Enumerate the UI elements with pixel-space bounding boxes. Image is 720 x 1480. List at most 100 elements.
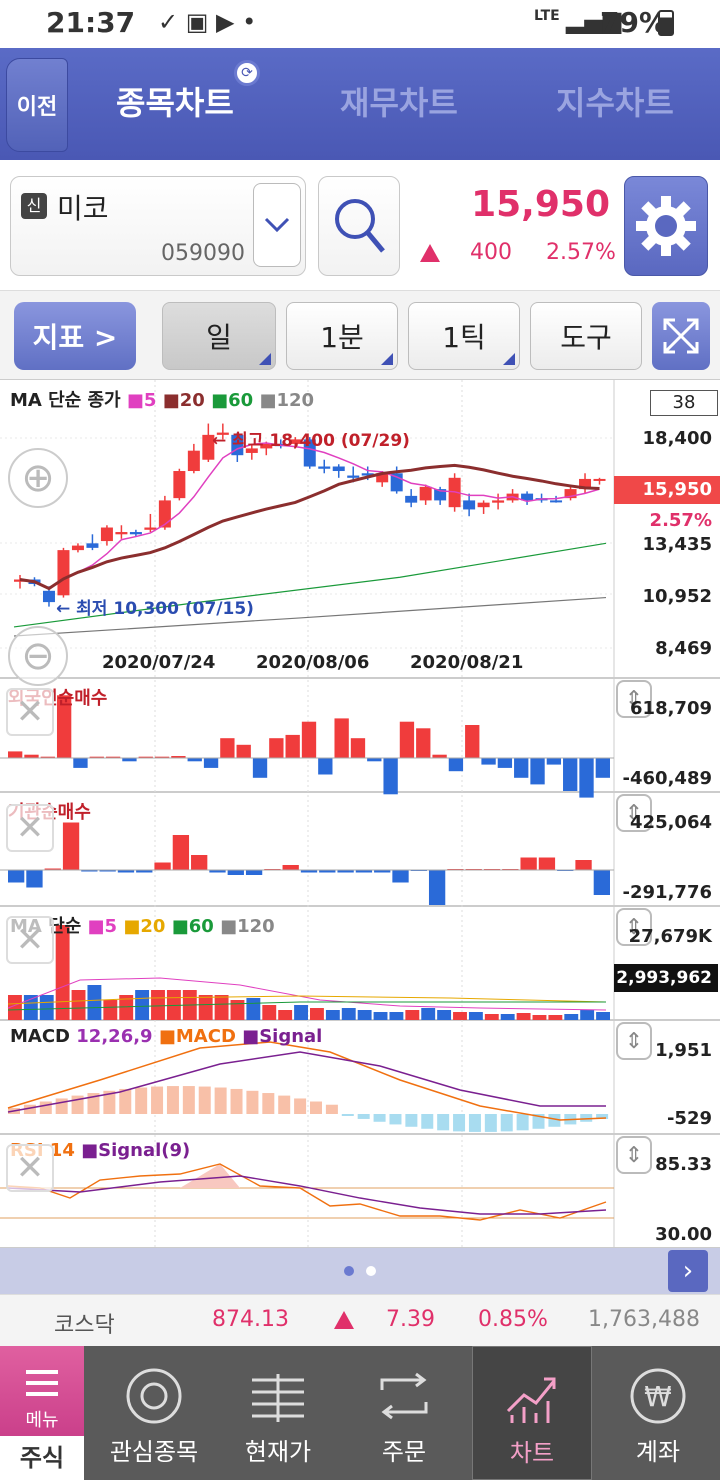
net-buy-bar xyxy=(481,758,496,765)
net-buy-bar xyxy=(285,734,300,758)
nav-chart[interactable]: 차트 xyxy=(472,1346,592,1480)
candle-body xyxy=(187,450,200,472)
candle-body xyxy=(303,439,316,467)
net-buy-bar xyxy=(538,857,556,870)
settings-button[interactable] xyxy=(624,176,708,276)
volume-bar xyxy=(580,1010,595,1020)
nav-account[interactable]: ₩ 계좌 xyxy=(598,1346,718,1480)
rsi-overbought-fill xyxy=(180,1164,240,1188)
volume-bar xyxy=(468,1012,483,1020)
back-button[interactable]: 이전 xyxy=(6,58,68,152)
close-icon[interactable]: ✕ xyxy=(6,916,54,964)
resize-icon[interactable]: ⇕ xyxy=(616,1022,652,1060)
close-icon[interactable]: ✕ xyxy=(6,1144,54,1192)
net-buy-bar xyxy=(220,738,235,758)
candle-body xyxy=(434,489,447,501)
tick-button[interactable]: 1틱 xyxy=(408,302,520,370)
zoom-out-icon[interactable]: ⊖ xyxy=(8,626,68,686)
resize-icon[interactable]: ⇕ xyxy=(616,680,652,718)
nav-order[interactable]: 주문 xyxy=(344,1346,464,1480)
candle-body xyxy=(158,500,171,528)
net-buy-bar xyxy=(432,754,447,758)
volume-bar xyxy=(8,995,22,1020)
tools-button[interactable]: 도구 xyxy=(530,302,642,370)
indicator-button[interactable]: 지표 > xyxy=(14,302,136,370)
inst-max: 425,064 xyxy=(630,812,712,833)
macd-hist-bar xyxy=(421,1114,434,1129)
tab-index-chart[interactable]: 지수차트 xyxy=(556,84,674,122)
inst-min: -291,776 xyxy=(622,882,712,903)
volume-bar xyxy=(373,1012,388,1020)
volume-bar xyxy=(151,990,165,1020)
resize-icon[interactable]: ⇕ xyxy=(616,794,652,832)
volume-bar xyxy=(103,1000,118,1020)
period-day-button[interactable]: 일 xyxy=(162,302,276,370)
net-buy-bar xyxy=(465,725,480,758)
page-dot-active[interactable] xyxy=(344,1266,354,1276)
nav-quote[interactable]: 현재가 xyxy=(218,1346,338,1480)
rsi-min: 30.00 xyxy=(655,1224,712,1245)
volume-bar xyxy=(596,1012,610,1020)
chart-area[interactable] xyxy=(0,380,720,1248)
expand-button[interactable] xyxy=(652,302,710,370)
net-buy-bar xyxy=(579,758,594,798)
candle-body xyxy=(419,486,432,501)
close-icon[interactable]: ✕ xyxy=(6,804,54,852)
volume-bar xyxy=(71,990,86,1020)
signal-icon: ▂▄▆ xyxy=(566,6,622,34)
resize-icon[interactable]: ⇕ xyxy=(616,1136,652,1174)
hamburger-icon xyxy=(26,1370,58,1396)
page-dot[interactable] xyxy=(366,1266,376,1276)
next-page-icon[interactable]: › xyxy=(668,1250,708,1292)
svg-text:₩: ₩ xyxy=(644,1380,672,1413)
price-change-pct: 2.57% xyxy=(546,240,616,265)
index-pct: 0.85% xyxy=(478,1307,548,1332)
tab-stock-chart[interactable]: 종목차트 xyxy=(116,84,234,122)
network-label: LTE xyxy=(534,8,560,24)
chevron-down-icon[interactable] xyxy=(253,183,301,267)
macd-hist-bar xyxy=(341,1114,354,1116)
tick-label: 1틱 xyxy=(442,321,486,354)
candle-body xyxy=(71,545,84,551)
net-buy-bar xyxy=(138,756,153,758)
macd-line-label: MACD xyxy=(175,1026,236,1047)
vol-ma20: 20 xyxy=(140,916,166,937)
tab-financial-chart[interactable]: 재무차트 xyxy=(340,84,458,122)
candle-count[interactable]: 38 xyxy=(650,390,718,416)
minute-button[interactable]: 1분 xyxy=(286,302,398,370)
net-buy-bar xyxy=(105,756,121,758)
net-buy-bar xyxy=(40,756,55,758)
net-buy-bar xyxy=(209,870,226,873)
macd-hist-bar xyxy=(548,1114,561,1127)
net-buy-bar xyxy=(154,756,170,758)
volume-bar xyxy=(135,990,150,1020)
net-buy-bar xyxy=(122,758,137,762)
net-buy-bar xyxy=(154,862,171,870)
nav-order-label: 주문 xyxy=(381,1438,427,1466)
candle-body xyxy=(115,532,128,535)
resize-icon[interactable]: ⇕ xyxy=(616,908,652,946)
macd-hist-bar xyxy=(55,1098,68,1114)
macd-hist-bar xyxy=(484,1114,497,1132)
net-buy-bar xyxy=(367,758,382,762)
stock-selector[interactable]: 신 미코 059090 xyxy=(10,176,306,276)
refresh-icon[interactable]: ⟳ xyxy=(234,60,260,86)
macd-max: 1,951 xyxy=(655,1040,712,1061)
nav-watchlist[interactable]: 관심종목 xyxy=(94,1346,214,1480)
close-icon[interactable]: ✕ xyxy=(6,688,54,736)
top-navigation: 이전 종목차트 ⟳ 재무차트 지수차트 xyxy=(0,48,720,160)
zoom-in-icon[interactable]: ⊕ xyxy=(8,448,68,508)
stock-section-tab[interactable]: 주식 xyxy=(0,1436,84,1480)
net-buy-bar xyxy=(334,718,349,758)
net-buy-bar xyxy=(99,870,116,872)
dropdown-corner-icon xyxy=(503,353,515,365)
net-buy-bar xyxy=(563,758,578,791)
stock-name: 미코 xyxy=(57,192,109,225)
minute-label: 1분 xyxy=(320,321,364,354)
legend-prefix: MA 단순 종가 xyxy=(10,390,121,411)
index-bar[interactable]: 코스닥 874.13 7.39 0.85% 1,763,488 xyxy=(0,1294,720,1346)
candle-body xyxy=(463,500,476,510)
macd-hist-bar xyxy=(214,1087,227,1114)
candle-body xyxy=(86,543,99,548)
search-button[interactable] xyxy=(318,176,400,276)
